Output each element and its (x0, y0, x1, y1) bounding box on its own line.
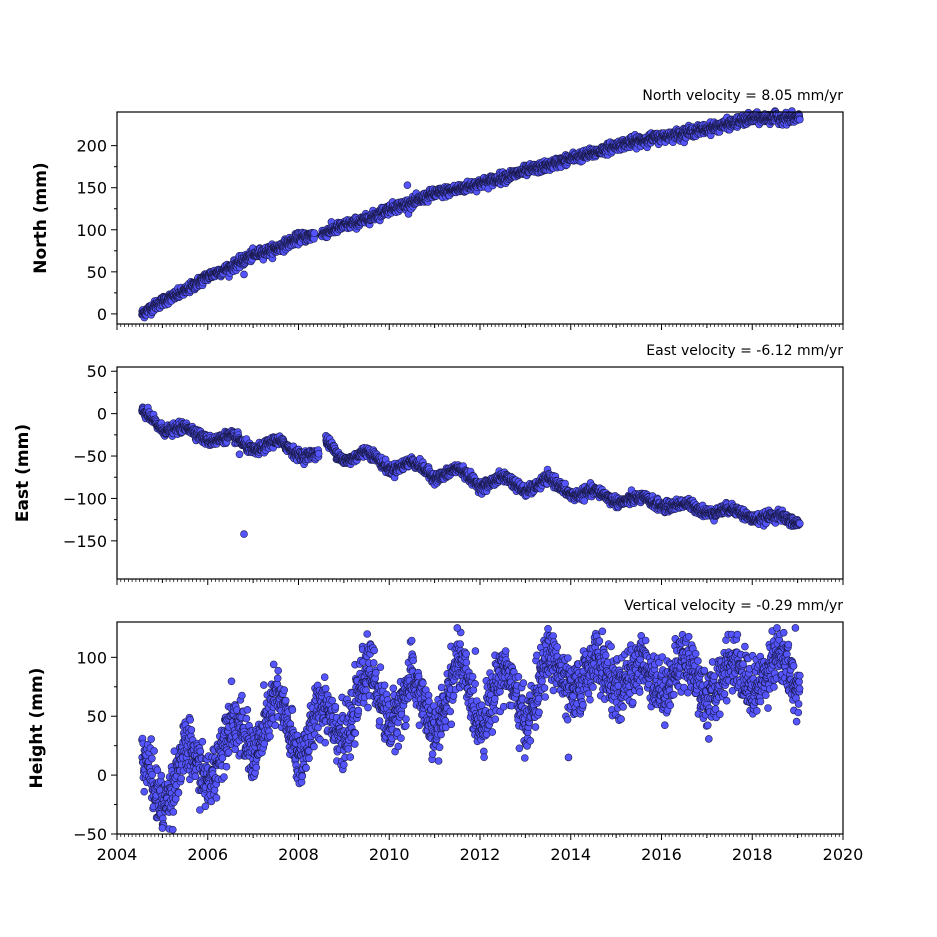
y-tick-label: 100 (76, 221, 107, 240)
panel-north: North velocity = 8.05 mm/yr 0 50 100 150 200… (31, 88, 844, 330)
north-points (138, 107, 804, 322)
y-tick-label: 200 (76, 137, 107, 156)
east-panel-title: East velocity = -6.12 mm/yr (646, 343, 843, 359)
data-point (314, 449, 323, 458)
north-panel-title: North velocity = 8.05 mm/yr (642, 88, 843, 104)
north-y-axis-label: North (mm) (31, 162, 51, 273)
data-point (310, 229, 319, 237)
data-point (795, 115, 804, 124)
data-point (561, 479, 569, 488)
outlier-point (240, 270, 248, 279)
outlier-point (403, 181, 412, 189)
y-tick-label: 0 (97, 305, 107, 324)
y-tick-label: 50 (87, 263, 107, 282)
y-tick-label: 150 (76, 179, 107, 198)
